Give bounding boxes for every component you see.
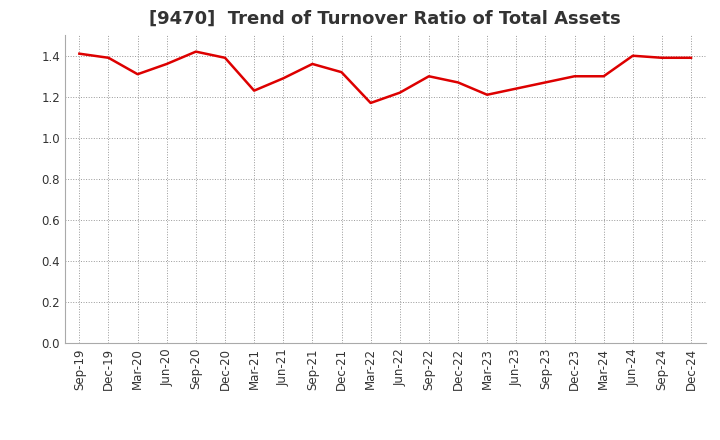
Title: [9470]  Trend of Turnover Ratio of Total Assets: [9470] Trend of Turnover Ratio of Total …	[149, 10, 621, 28]
